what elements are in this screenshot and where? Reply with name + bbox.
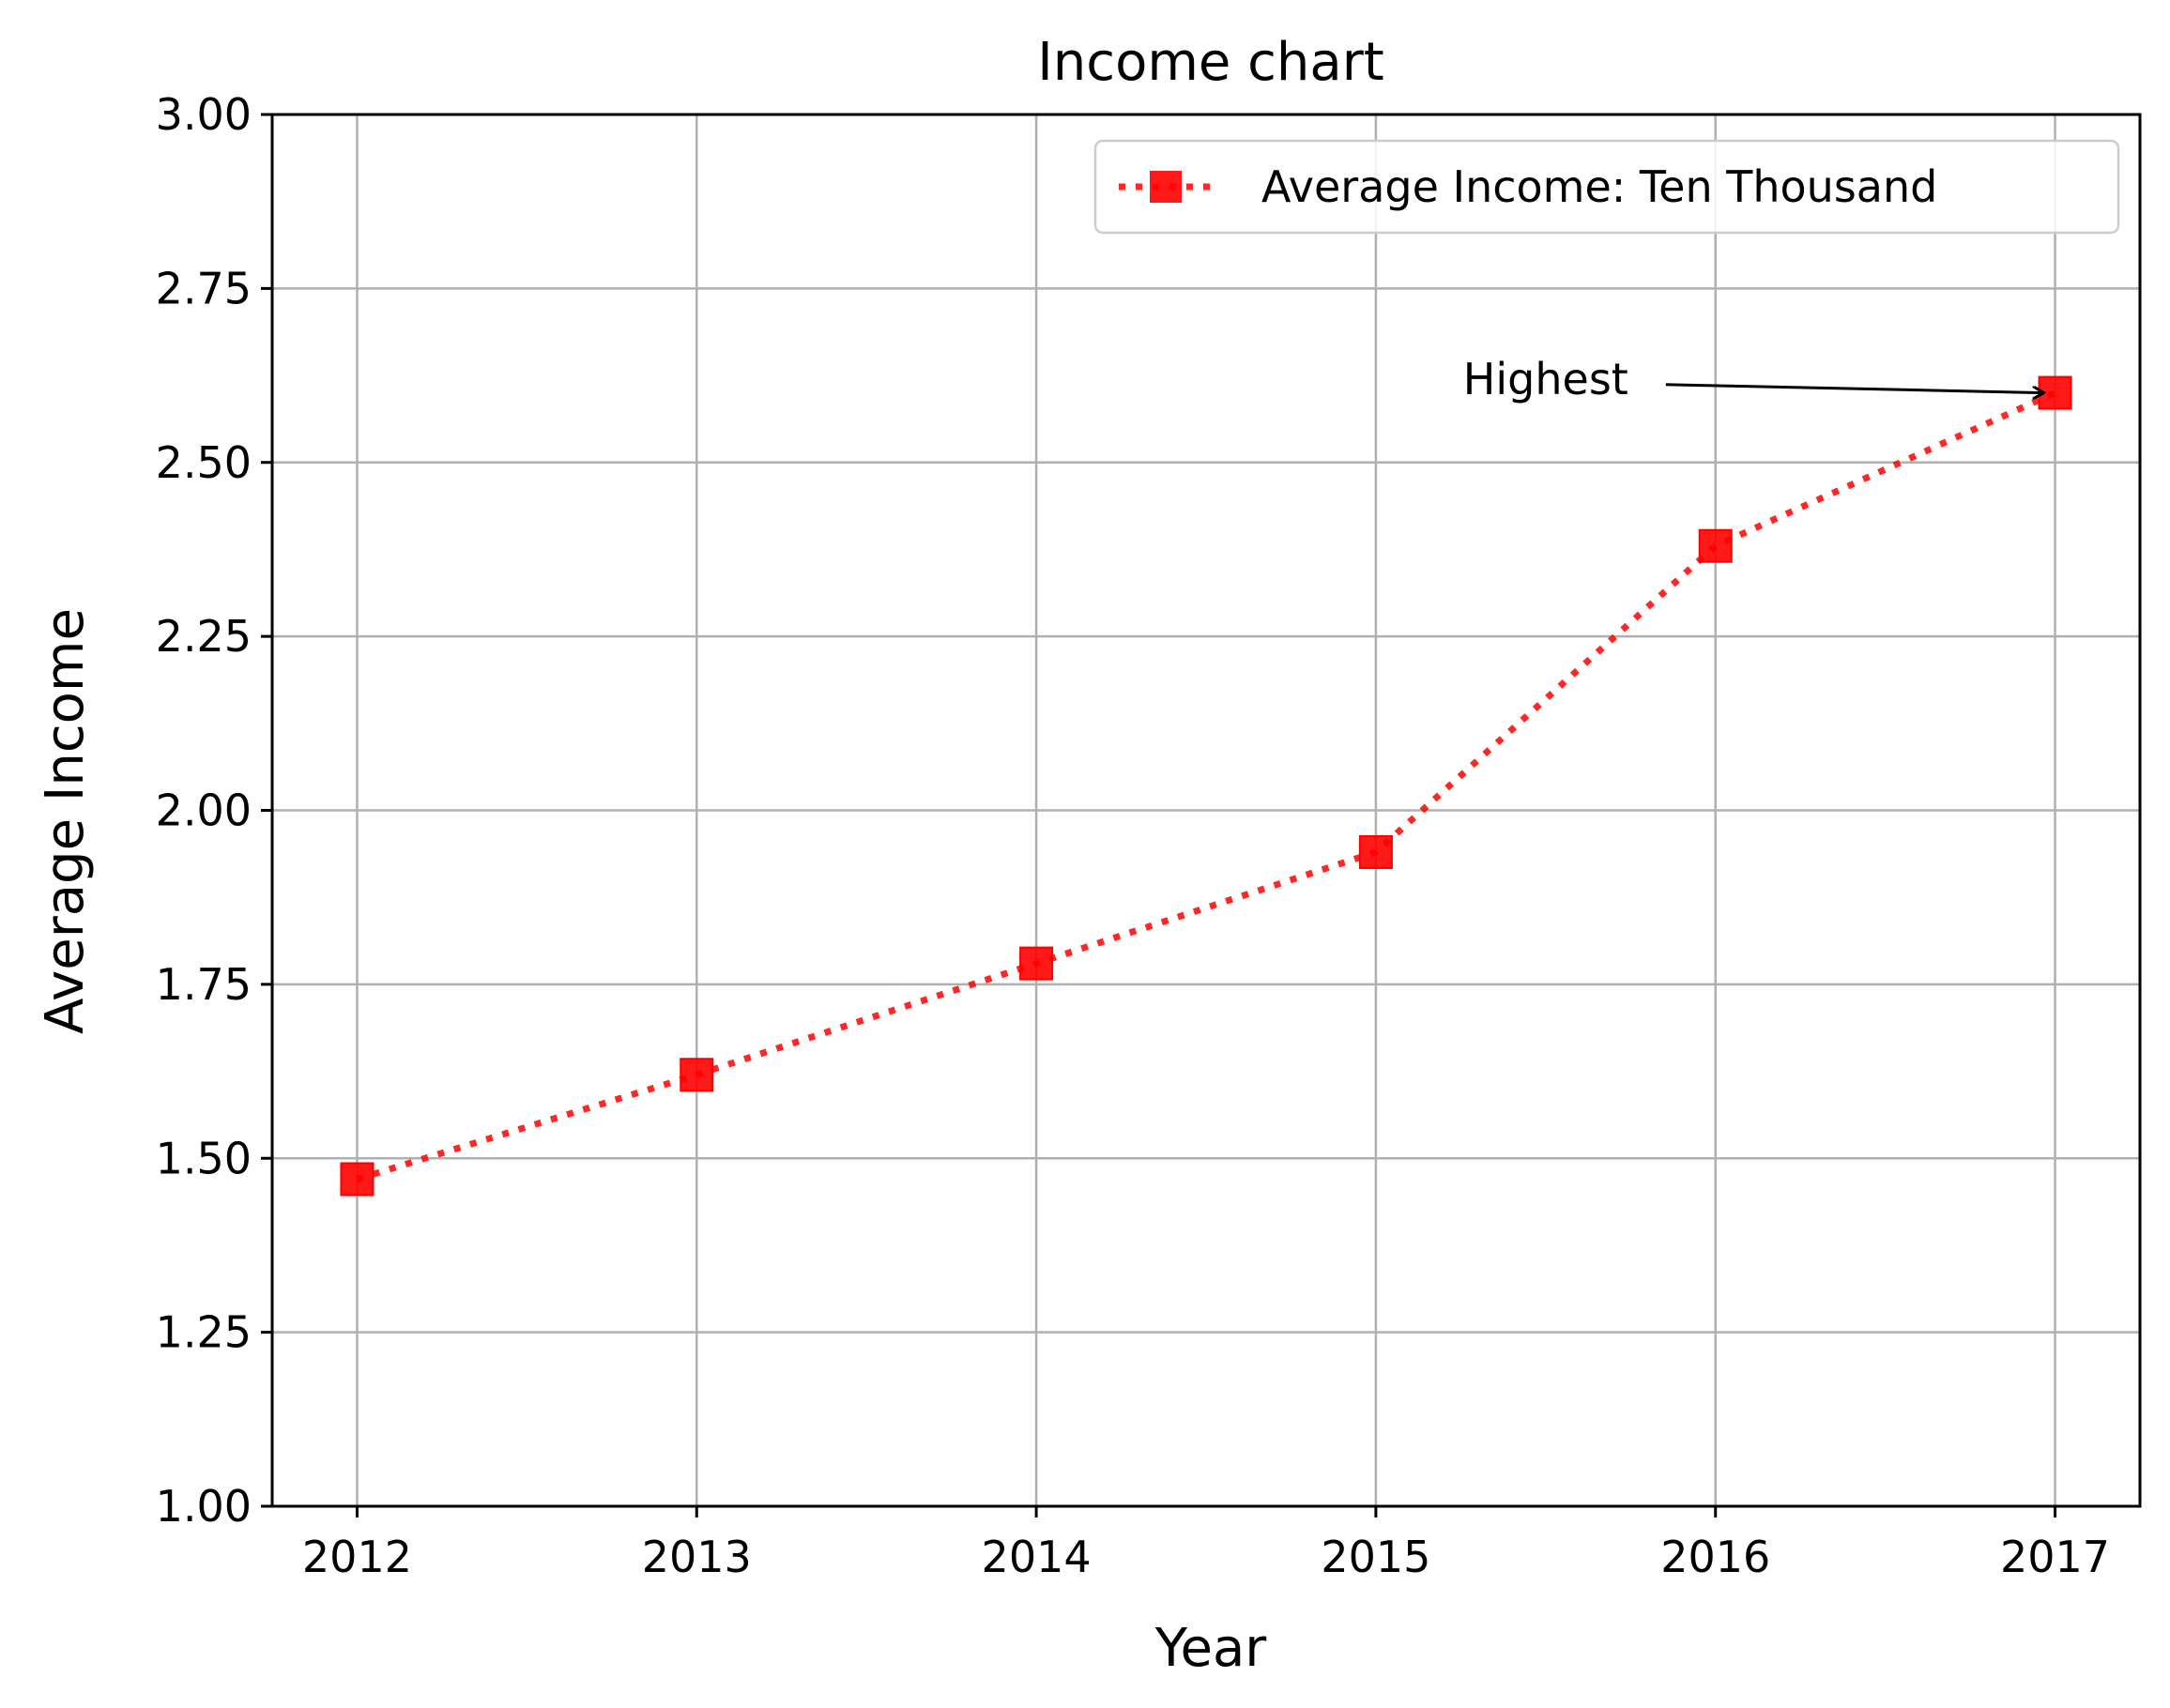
y-tick-label: 2.25 xyxy=(156,611,252,662)
data-point-marker xyxy=(680,1058,714,1092)
y-axis: 1.00 1.25 1.50 1.75 2.00 2.25 2.50 2.75 3.00 xyxy=(156,89,272,1532)
series-group xyxy=(340,375,2072,1197)
y-tick-label: 2.75 xyxy=(156,263,252,313)
x-axis-label: Year xyxy=(1154,1618,1268,1679)
y-tick-label: 1.25 xyxy=(156,1307,252,1358)
legend-marker xyxy=(1150,171,1182,203)
x-tick-label: 2014 xyxy=(982,1532,1092,1582)
legend-entry: Average Income: Ten Thousand xyxy=(1261,161,1937,212)
annotation-text: Highest xyxy=(1463,354,1628,404)
annotations: Highest xyxy=(1463,354,2044,404)
y-tick-label: 1.00 xyxy=(156,1481,252,1532)
annotation-arrow xyxy=(1665,383,2044,393)
data-point-marker xyxy=(2038,375,2072,410)
chart-title: Income chart xyxy=(1037,32,1383,93)
y-tick-label: 3.00 xyxy=(156,89,252,140)
y-axis-label: Average Income xyxy=(35,608,96,1034)
x-tick-label: 2015 xyxy=(1321,1532,1430,1582)
data-point-marker xyxy=(1698,528,1733,563)
x-tick-label: 2016 xyxy=(1660,1532,1770,1582)
data-point-marker xyxy=(1358,834,1393,869)
x-tick-label: 2012 xyxy=(302,1532,412,1582)
data-point-marker xyxy=(340,1162,374,1197)
legend-box xyxy=(1093,139,2120,235)
y-tick-label: 2.00 xyxy=(156,785,252,836)
data-point-marker xyxy=(1019,946,1054,981)
legend: Average Income: Ten Thousand xyxy=(1093,139,2120,235)
y-tick-label: 1.75 xyxy=(156,959,252,1010)
x-tick-label: 2013 xyxy=(642,1532,752,1582)
grid-lines xyxy=(272,113,2140,1508)
y-tick-label: 2.50 xyxy=(156,437,252,488)
y-tick-label: 1.50 xyxy=(156,1133,252,1183)
x-tick-label: 2017 xyxy=(2000,1532,2110,1582)
x-axis: 2012 2013 2014 2015 2016 2017 xyxy=(302,1506,2110,1582)
series-line xyxy=(356,389,2056,1182)
